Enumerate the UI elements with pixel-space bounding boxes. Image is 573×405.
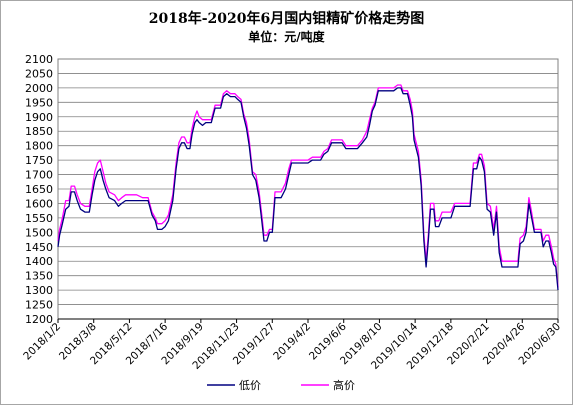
y-tick-label: 2050: [25, 67, 53, 80]
y-tick-label: 1700: [25, 169, 53, 182]
legend-label-1: 高价: [333, 378, 355, 392]
y-tick-label: 1550: [25, 212, 53, 225]
y-tick-label: 1950: [25, 96, 53, 109]
y-tick-label: 1350: [25, 270, 53, 283]
series-lines: [57, 84, 559, 291]
y-tick-label: 1200: [25, 313, 53, 326]
y-tick-label: 1500: [25, 226, 53, 239]
y-tick-label: 1400: [25, 255, 53, 268]
y-tick-label: 1250: [25, 299, 53, 312]
y-tick-label: 2100: [25, 53, 53, 66]
series-line-0: [57, 87, 559, 291]
legend: 低价 高价: [207, 378, 355, 392]
x-tick-label: 2018/1/2: [21, 321, 63, 363]
y-tick-label: 1650: [25, 183, 53, 196]
gridlines: [58, 58, 558, 320]
y-tick-label: 1750: [25, 154, 53, 167]
x-tick-label: 2019/4/2: [271, 321, 313, 363]
chart-title: 2018年-2020年6月国内钼精矿价格走势图: [148, 11, 425, 27]
y-tick-label: 1450: [25, 241, 53, 254]
y-tick-label: 1850: [25, 125, 53, 138]
y-tick-label: 1900: [25, 111, 53, 124]
y-tick-label: 1600: [25, 197, 53, 210]
legend-label-0: 低价: [239, 379, 261, 392]
y-tick-label: 1300: [25, 284, 53, 297]
chart-unit-subtitle: 单位：元/吨度: [248, 30, 325, 44]
x-axis: 2018/1/22018/3/82018/5/122018/7/162018/9…: [21, 318, 563, 372]
y-tick-label: 1800: [25, 140, 53, 153]
y-tick-label: 2000: [25, 82, 53, 95]
series-line-1: [57, 84, 559, 288]
